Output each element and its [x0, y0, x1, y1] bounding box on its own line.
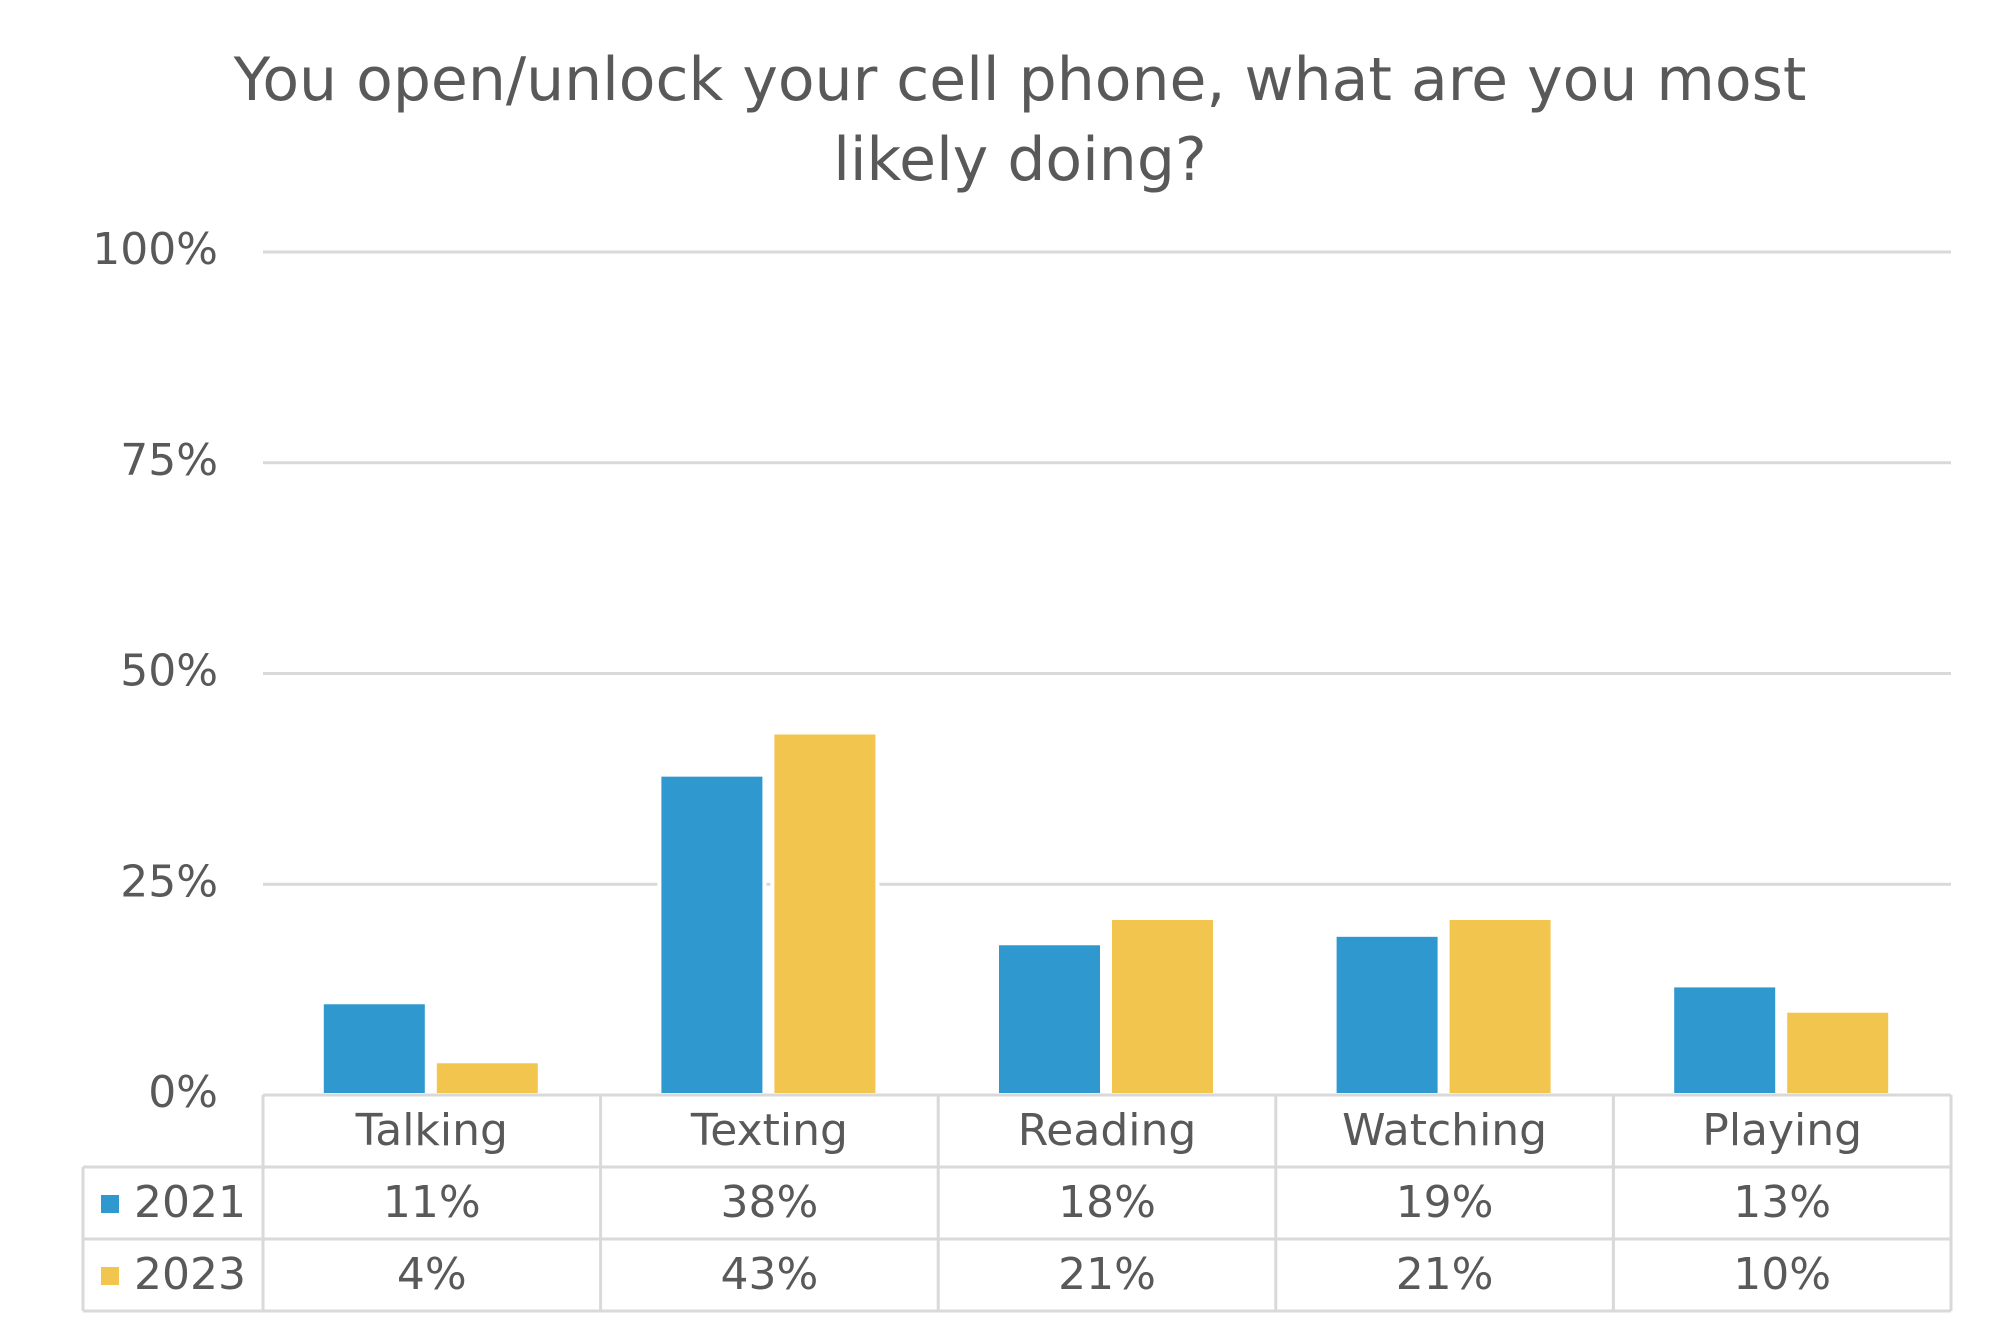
- bar: [1445, 915, 1555, 1097]
- y-tick-label: 0%: [148, 1067, 218, 1118]
- legend-key: [101, 1267, 119, 1285]
- x-tick-label: Reading: [1018, 1105, 1197, 1156]
- value-label: 19%: [1396, 1177, 1494, 1228]
- bar: [995, 941, 1104, 1098]
- legend-label: 2023: [134, 1249, 246, 1300]
- bar: [1670, 983, 1780, 1097]
- x-tick-label: Playing: [1702, 1105, 1862, 1156]
- value-label: 11%: [383, 1177, 481, 1228]
- bar: [657, 772, 767, 1097]
- legend-label: 2021: [134, 1177, 246, 1228]
- x-tick-label: Texting: [690, 1105, 848, 1156]
- value-label: 21%: [1396, 1249, 1494, 1300]
- value-label: 10%: [1733, 1249, 1831, 1300]
- value-label: 38%: [721, 1177, 819, 1228]
- x-tick-label: Talking: [355, 1105, 508, 1156]
- bar: [432, 1059, 542, 1098]
- bar: [1783, 1008, 1893, 1098]
- value-label: 13%: [1733, 1177, 1831, 1228]
- y-tick-label: 75%: [120, 435, 218, 486]
- y-tick-label: 25%: [120, 856, 218, 907]
- legend-key: [101, 1195, 119, 1213]
- y-tick-label: 50%: [120, 646, 218, 697]
- value-label: 18%: [1058, 1177, 1156, 1228]
- bar: [1332, 932, 1442, 1098]
- bar: [770, 730, 880, 1097]
- bar: [319, 1000, 429, 1098]
- x-tick-label: Watching: [1342, 1105, 1547, 1156]
- y-tick-label: 100%: [92, 224, 218, 275]
- value-label: 43%: [721, 1249, 819, 1300]
- value-label: 21%: [1058, 1249, 1156, 1300]
- chart-title: You open/unlock your cell phone, what ar…: [233, 45, 1807, 195]
- bar: [1108, 915, 1217, 1097]
- value-label: 4%: [397, 1249, 467, 1300]
